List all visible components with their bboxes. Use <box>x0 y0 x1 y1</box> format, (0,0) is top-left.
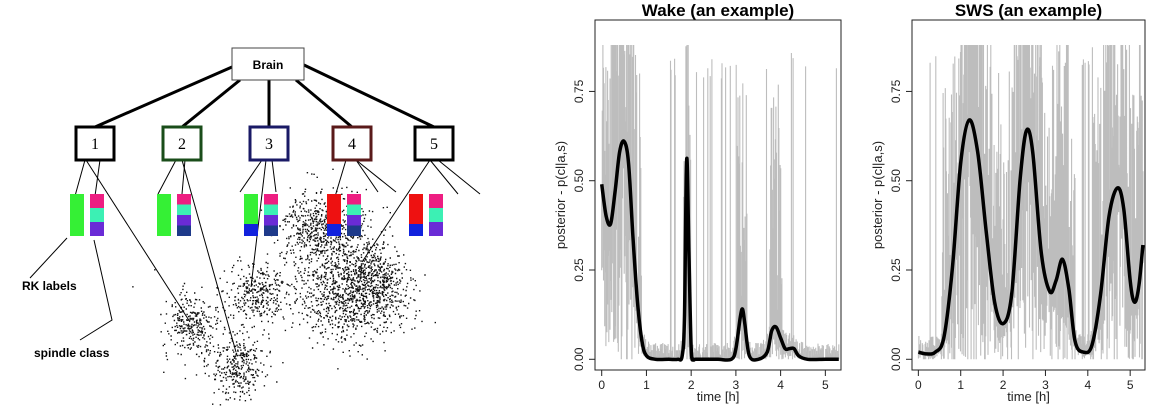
sws-chart: 0 1 2 3 4 5 0.00 0.25 0.50 0.75 SWS (an example) ti… <box>870 1 1146 404</box>
chart-title: SWS (an example) <box>955 1 1102 20</box>
rk-labels-annotation: RK labels <box>22 279 77 293</box>
edge-root-4 <box>295 78 353 129</box>
x-axis-label: time [h] <box>1007 389 1050 404</box>
label-bar-1-0-segment-0 <box>70 194 84 236</box>
label-bar-4-0-segment-0 <box>327 194 341 224</box>
smoothed-posterior-line <box>599 139 839 362</box>
label-bar-3-1-segment-2 <box>264 215 278 226</box>
cluster-tree-diagram: Brain 1 2 3 4 5 RK labels spindle class <box>22 47 481 406</box>
label-bar-2-1-segment-2 <box>177 215 191 226</box>
label-bar-5-0-segment-1 <box>409 224 423 236</box>
cluster-label-2: 2 <box>178 136 186 153</box>
label-bar-4-1-segment-0 <box>347 194 361 205</box>
y-tick-label-0.00: 0.00 <box>572 347 586 371</box>
raw-posterior-trace <box>601 45 840 360</box>
y-tick-label-0.75: 0.75 <box>572 79 586 103</box>
label-bar-2-1-segment-1 <box>177 204 191 215</box>
root-label: Brain <box>253 58 284 72</box>
label-bar-4-1-segment-3 <box>347 225 361 236</box>
x-tick-label-5: 5 <box>1127 378 1134 392</box>
y-axis-label: posterior - p(cl|a,s) <box>553 141 568 249</box>
cluster-label-3: 3 <box>265 136 273 153</box>
root-box <box>231 47 305 81</box>
edge-root-5 <box>303 63 435 129</box>
label-bar-2-1-segment-3 <box>177 225 191 236</box>
x-tick-label-3: 3 <box>1042 378 1049 392</box>
y-tick-label-0.25: 0.25 <box>889 258 903 282</box>
chart-title: Wake (an example) <box>642 1 794 20</box>
label-bar-5-0-segment-0 <box>409 194 423 224</box>
y-tick-label-0.00: 0.00 <box>889 347 903 371</box>
x-tick-label-4: 4 <box>777 378 784 392</box>
label-bar-5-1-segment-2 <box>429 222 443 236</box>
x-tick-label-2: 2 <box>688 378 695 392</box>
y-axis-label: posterior - p(cl|a,s) <box>870 141 885 249</box>
label-bar-5-1-segment-1 <box>429 208 443 222</box>
label-bar-1-1-segment-1 <box>90 208 104 222</box>
label-bar-1-1-segment-2 <box>90 222 104 236</box>
cluster-label-1: 1 <box>91 136 99 153</box>
label-bar-3-1-segment-0 <box>264 194 278 205</box>
y-tick-label-0.50: 0.50 <box>572 169 586 193</box>
wake-chart: 0 1 2 3 4 5 0.00 0.25 0.50 0.75 Wake (an example) t… <box>553 1 842 404</box>
y-tick-label-0.75: 0.75 <box>889 79 903 103</box>
x-tick-label-4: 4 <box>1084 378 1091 392</box>
x-tick-label-3: 3 <box>733 378 740 392</box>
x-tick-label-1: 1 <box>643 378 650 392</box>
x-axis-label: time [h] <box>697 389 740 404</box>
cluster-box-5 <box>413 125 455 162</box>
label-bars <box>70 194 443 236</box>
label-bar-3-1-segment-1 <box>264 204 278 215</box>
y-tick-label-0.25: 0.25 <box>572 258 586 282</box>
x-tick-label-0: 0 <box>915 378 922 392</box>
spindle-leader-line <box>79 239 113 341</box>
scatter-points <box>132 168 436 406</box>
plot-frame <box>911 19 1146 371</box>
smoothed-posterior-line <box>917 118 1145 356</box>
label-bar-3-1-segment-3 <box>264 225 278 236</box>
cluster-leader-lines <box>74 159 481 353</box>
cluster-label-5: 5 <box>430 136 438 153</box>
label-bar-4-1-segment-1 <box>347 204 361 215</box>
cluster-box-2 <box>161 125 203 162</box>
x-tick-label-2: 2 <box>1000 378 1007 392</box>
cluster-boxes: 1 2 3 4 5 <box>74 125 455 162</box>
label-bar-3-0-segment-1 <box>244 224 258 236</box>
cluster-box-4 <box>331 125 373 162</box>
edge-root-2 <box>181 78 241 129</box>
x-tick-label-5: 5 <box>822 378 829 392</box>
label-bar-2-0-segment-0 <box>157 194 171 236</box>
edge-root-1 <box>94 65 233 129</box>
label-bar-5-1-segment-0 <box>429 194 443 208</box>
cluster-label-4: 4 <box>348 136 356 153</box>
y-tick-label-0.50: 0.50 <box>889 169 903 193</box>
scatter-clouds <box>132 168 436 406</box>
plot-frame <box>594 19 842 371</box>
label-bar-4-0-segment-1 <box>327 224 341 236</box>
x-tick-label-1: 1 <box>957 378 964 392</box>
raw-posterior-trace <box>917 45 1144 360</box>
cluster-box-3 <box>248 125 290 162</box>
label-bar-3-0-segment-0 <box>244 194 258 224</box>
label-bar-2-1-segment-0 <box>177 194 191 205</box>
x-tick-label-0: 0 <box>598 378 605 392</box>
label-bar-4-1-segment-2 <box>347 215 361 226</box>
spindle-class-annotation: spindle class <box>34 346 110 360</box>
cluster-box-1 <box>74 125 116 162</box>
label-bar-1-1-segment-0 <box>90 194 104 208</box>
rk-leader-line <box>29 237 68 279</box>
